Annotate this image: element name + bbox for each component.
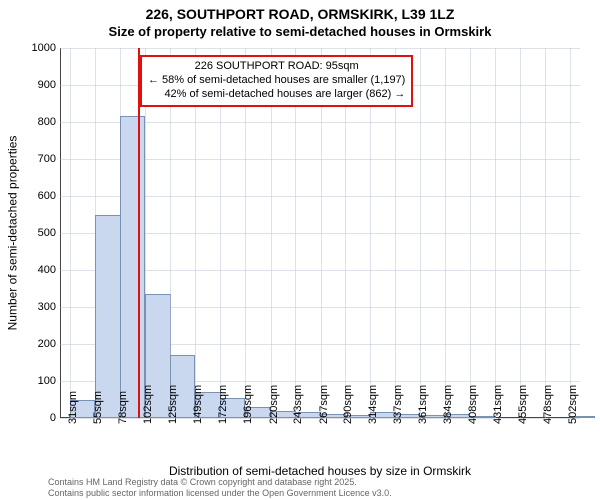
x-tick-label: 502sqm <box>567 385 600 424</box>
footer-line-1: Contains HM Land Registry data © Crown c… <box>48 477 392 487</box>
grid-line-v <box>545 48 546 418</box>
chart-title-main: 226, SOUTHPORT ROAD, ORMSKIRK, L39 1LZ <box>0 6 600 22</box>
annotation-line-1: 226 SOUTHPORT ROAD: 95sqm <box>148 60 405 74</box>
x-axis-label: Distribution of semi-detached houses by … <box>60 464 580 478</box>
y-tick-label: 200 <box>16 338 56 350</box>
y-tick-label: 400 <box>16 264 56 276</box>
histogram-bar <box>120 116 145 418</box>
y-tick-label: 1000 <box>16 42 56 54</box>
footer-attribution: Contains HM Land Registry data © Crown c… <box>48 477 392 498</box>
y-tick-label: 300 <box>16 301 56 313</box>
grid-line-v <box>420 48 421 418</box>
grid-line-v <box>70 48 71 418</box>
y-tick-label: 0 <box>16 412 56 424</box>
y-tick-label: 100 <box>16 375 56 387</box>
plot-area: 226 SOUTHPORT ROAD: 95sqm← 58% of semi-d… <box>60 48 580 418</box>
chart-container: 226, SOUTHPORT ROAD, ORMSKIRK, L39 1LZ S… <box>0 0 600 500</box>
grid-line-v <box>470 48 471 418</box>
histogram-bar <box>95 215 120 419</box>
annotation-line-3: 42% of semi-detached houses are larger (… <box>148 88 405 102</box>
y-tick-label: 500 <box>16 227 56 239</box>
grid-line-v <box>520 48 521 418</box>
chart-title-sub: Size of property relative to semi-detach… <box>0 24 600 39</box>
y-tick-label: 700 <box>16 153 56 165</box>
grid-line-v <box>445 48 446 418</box>
footer-line-2: Contains public sector information licen… <box>48 488 392 498</box>
annotation-line-2: ← 58% of semi-detached houses are smalle… <box>148 74 405 88</box>
y-tick-label: 600 <box>16 190 56 202</box>
annotation-box: 226 SOUTHPORT ROAD: 95sqm← 58% of semi-d… <box>140 55 413 106</box>
y-tick-label: 900 <box>16 79 56 91</box>
grid-line-v <box>570 48 571 418</box>
grid-line-v <box>495 48 496 418</box>
y-tick-label: 800 <box>16 116 56 128</box>
